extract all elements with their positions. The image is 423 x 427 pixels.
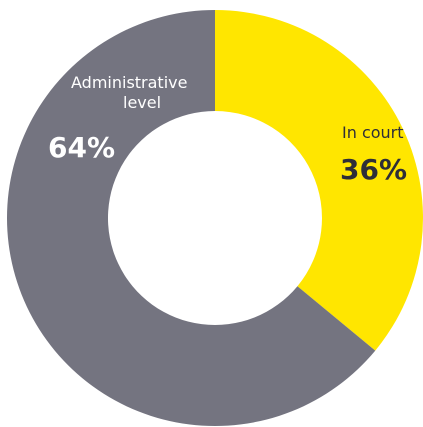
slice-label-administrative-level-line-2: level bbox=[123, 93, 161, 112]
slice-label-in-court-line-1: In court bbox=[342, 123, 404, 142]
donut-slices bbox=[6, 10, 423, 427]
slice-label-administrative-level-line-1: Administrative bbox=[71, 73, 187, 92]
donut-slice-1 bbox=[6, 10, 376, 427]
slice-value-in-court: 36% bbox=[340, 153, 407, 186]
donut-slice-0 bbox=[215, 10, 423, 351]
slice-label-in-court: In court bbox=[342, 123, 404, 142]
slice-label-administrative-level: Administrative level bbox=[71, 73, 193, 112]
slice-value-administrative-level: 64% bbox=[48, 131, 115, 164]
